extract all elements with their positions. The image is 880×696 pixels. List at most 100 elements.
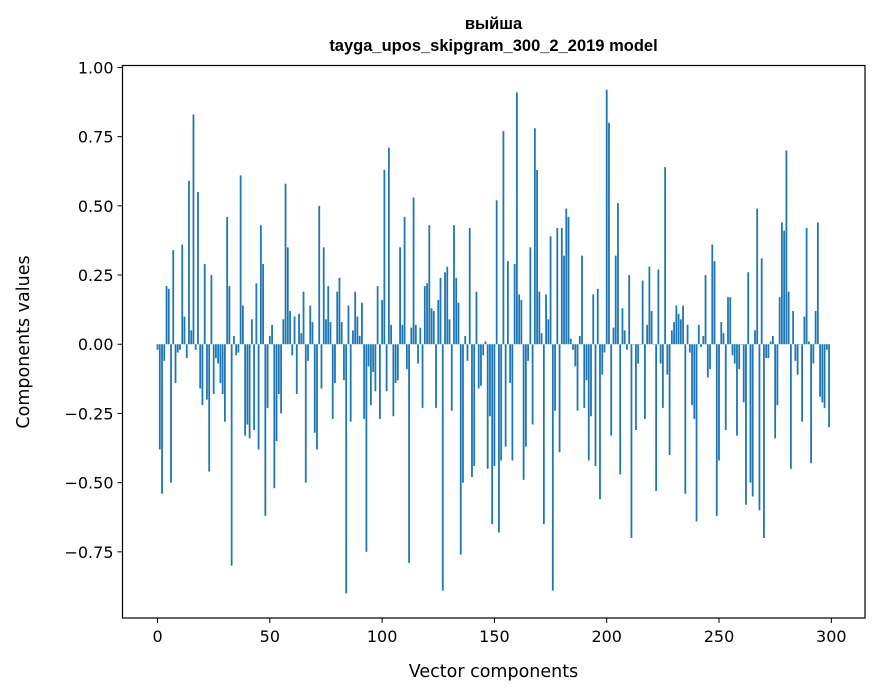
bar-282 — [789, 344, 792, 469]
bar-104 — [390, 324, 393, 345]
bar-191 — [585, 344, 588, 381]
bar-136 — [462, 344, 464, 483]
bar-78 — [331, 344, 334, 419]
bar-181 — [563, 255, 565, 345]
bar-198 — [601, 344, 604, 375]
bar-207 — [621, 308, 624, 345]
bar-274 — [772, 335, 774, 345]
bar-235 — [684, 344, 687, 494]
chart-title-model: tayga_upos_skipgram_300_2_2019 model — [329, 37, 657, 55]
bar-203 — [612, 327, 615, 345]
bar-256 — [731, 344, 734, 356]
bar-272 — [767, 344, 770, 359]
bar-90 — [358, 335, 361, 345]
bar-11 — [181, 244, 184, 345]
bar-135 — [459, 344, 462, 555]
x-tick-label: 300 — [816, 627, 847, 646]
y-tick-label: 1.00 — [78, 58, 114, 77]
bar-148 — [489, 344, 491, 417]
bar-23 — [208, 344, 211, 472]
bar-121 — [428, 225, 431, 345]
bar-108 — [399, 247, 401, 345]
bar-94 — [367, 344, 370, 367]
bar-31 — [226, 216, 229, 345]
bar-195 — [594, 344, 597, 467]
bar-275 — [774, 344, 777, 439]
bar-26 — [215, 344, 217, 359]
bar-22 — [206, 344, 208, 400]
bar-79 — [334, 344, 336, 383]
bar-68 — [309, 305, 312, 345]
bar-44 — [255, 283, 258, 345]
bar-127 — [441, 344, 444, 591]
bar-151 — [495, 200, 498, 345]
bar-133 — [455, 277, 458, 345]
bar-250 — [718, 344, 720, 461]
bar-56 — [282, 319, 285, 345]
bar-164 — [524, 344, 527, 447]
bar-92 — [363, 344, 366, 419]
bar-7 — [172, 250, 175, 345]
bar-183 — [567, 216, 570, 345]
bar-200 — [605, 89, 608, 345]
bar-189 — [581, 255, 583, 345]
bar-232 — [677, 313, 680, 345]
bar-19 — [199, 344, 202, 389]
bar-252 — [722, 333, 725, 345]
bar-224 — [659, 344, 662, 364]
bar-110 — [403, 216, 406, 345]
bar-297 — [823, 344, 826, 408]
bar-175 — [549, 236, 552, 345]
bar-84 — [345, 344, 348, 594]
bar-152 — [498, 344, 500, 533]
bar-190 — [583, 344, 586, 408]
bar-234 — [682, 305, 684, 345]
bar-143 — [477, 344, 480, 389]
bar-163 — [522, 344, 525, 480]
bar-59 — [289, 311, 291, 345]
bar-284 — [794, 344, 797, 361]
bar-2 — [161, 344, 163, 494]
bar-208 — [623, 330, 626, 345]
bar-166 — [529, 247, 532, 345]
bar-180 — [560, 227, 563, 345]
bar-129 — [446, 266, 449, 345]
bar-245 — [706, 344, 709, 378]
bar-156 — [507, 261, 509, 345]
bar-126 — [439, 277, 442, 345]
bar-120 — [426, 283, 428, 345]
bar-253 — [724, 344, 727, 431]
bar-102 — [385, 344, 388, 392]
bar-28 — [219, 344, 222, 383]
bar-236 — [686, 324, 689, 345]
bar-269 — [760, 258, 763, 345]
bar-76 — [327, 286, 330, 345]
bar-220 — [650, 311, 653, 345]
bar-14 — [188, 180, 190, 345]
bar-55 — [280, 344, 282, 414]
bar-35 — [235, 344, 238, 356]
bar-99 — [378, 344, 381, 419]
bar-178 — [556, 227, 559, 345]
bar-177 — [554, 344, 556, 411]
bar-205 — [617, 203, 619, 345]
bar-146 — [484, 341, 487, 345]
bar-263 — [747, 272, 750, 345]
bar-58 — [286, 247, 289, 345]
plot-frame — [121, 64, 866, 619]
bar-241 — [697, 324, 700, 345]
bar-4 — [165, 286, 168, 345]
bar-122 — [430, 308, 433, 345]
bar-246 — [709, 344, 711, 370]
bar-170 — [538, 291, 541, 345]
bar-197 — [599, 344, 601, 500]
bar-292 — [812, 344, 815, 364]
bar-293 — [814, 311, 817, 345]
bar-71 — [316, 344, 318, 450]
bar-109 — [401, 324, 404, 345]
bar-91 — [361, 302, 363, 345]
bar-271 — [765, 344, 768, 359]
y-tick-label: −0.50 — [64, 474, 113, 493]
bar-295 — [819, 344, 821, 397]
